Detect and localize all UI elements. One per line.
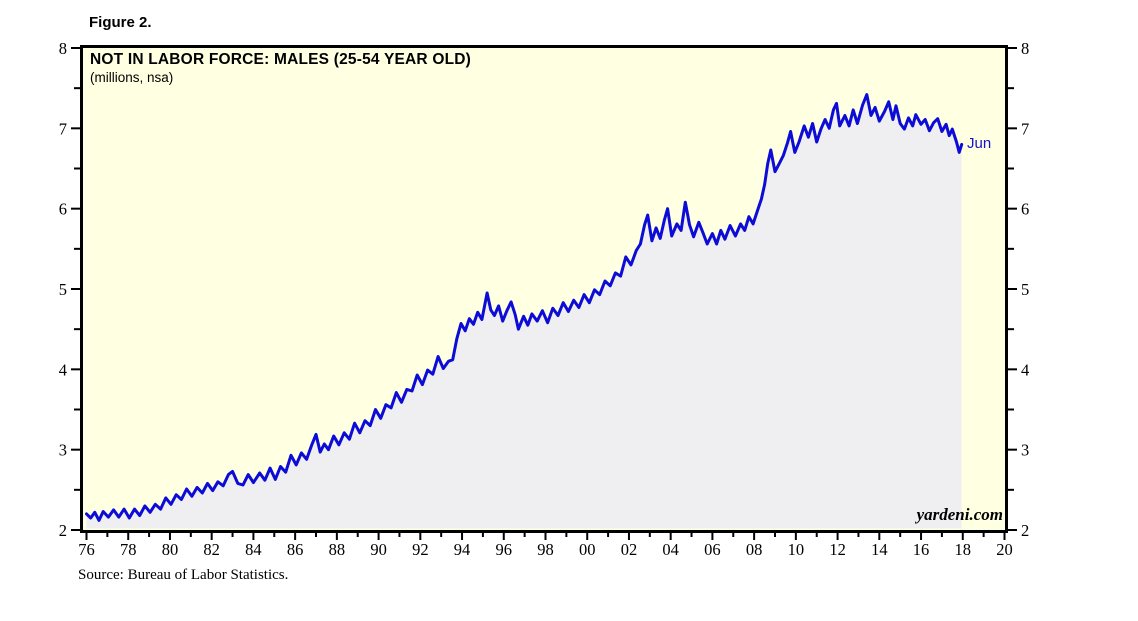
chart-subtitle: (millions, nsa) bbox=[90, 70, 174, 85]
y-tick-label-left: 6 bbox=[59, 200, 67, 219]
y-tick-label-right: 4 bbox=[1021, 360, 1029, 379]
data-line bbox=[85, 93, 964, 522]
x-tick-label: 82 bbox=[203, 540, 220, 559]
x-tick-label: 00 bbox=[579, 540, 596, 559]
x-tick-label: 04 bbox=[662, 540, 679, 559]
x-tick-label: 94 bbox=[454, 540, 471, 559]
watermark-yardeni: yardeni.com bbox=[916, 505, 1003, 524]
y-tick-label-right: 2 bbox=[1021, 521, 1029, 540]
y-tick-label-left: 3 bbox=[59, 441, 67, 460]
x-tick-label: 78 bbox=[120, 540, 137, 559]
last-point-label: Jun bbox=[967, 135, 992, 152]
y-tick-label-left: 5 bbox=[59, 280, 67, 299]
x-tick-label: 92 bbox=[412, 540, 429, 559]
y-tick-label-left: 2 bbox=[59, 521, 67, 540]
x-tick-label: 10 bbox=[788, 540, 805, 559]
x-tick-label: 18 bbox=[955, 540, 972, 559]
figure-label: Figure 2. bbox=[89, 14, 152, 31]
area-fill bbox=[86, 94, 962, 529]
y-tick-label-right: 3 bbox=[1021, 441, 1029, 460]
x-tick-label: 90 bbox=[370, 540, 387, 559]
x-tick-label: 12 bbox=[829, 540, 846, 559]
y-tick-label-left: 7 bbox=[59, 119, 67, 138]
y-tick-label-left: 4 bbox=[59, 360, 67, 379]
x-tick-label: 14 bbox=[871, 540, 888, 559]
y-tick-label-right: 7 bbox=[1021, 119, 1029, 138]
x-tick-label: 16 bbox=[913, 540, 930, 559]
source-note: Source: Bureau of Labor Statistics. bbox=[78, 567, 289, 583]
y-tick-label-right: 6 bbox=[1021, 200, 1029, 219]
x-tick-label: 96 bbox=[496, 540, 513, 559]
y-tick-label-right: 8 bbox=[1021, 39, 1029, 58]
x-tick-label: 08 bbox=[746, 540, 763, 559]
x-tick-label: 86 bbox=[287, 540, 304, 559]
x-tick-label: 20 bbox=[996, 540, 1013, 559]
y-tick-label-right: 5 bbox=[1021, 280, 1029, 299]
x-tick-label: 06 bbox=[704, 540, 721, 559]
x-tick-label: 88 bbox=[329, 540, 346, 559]
x-tick-label: 02 bbox=[621, 540, 638, 559]
plot-border bbox=[80, 45, 1008, 533]
x-tick-label: 84 bbox=[245, 540, 262, 559]
chart-title: NOT IN LABOR FORCE: MALES (25-54 YEAR OL… bbox=[90, 51, 471, 68]
x-tick-label: 76 bbox=[78, 540, 95, 559]
y-tick-label-left: 8 bbox=[59, 39, 67, 58]
x-tick-label: 80 bbox=[162, 540, 179, 559]
x-tick-label: 98 bbox=[537, 540, 554, 559]
